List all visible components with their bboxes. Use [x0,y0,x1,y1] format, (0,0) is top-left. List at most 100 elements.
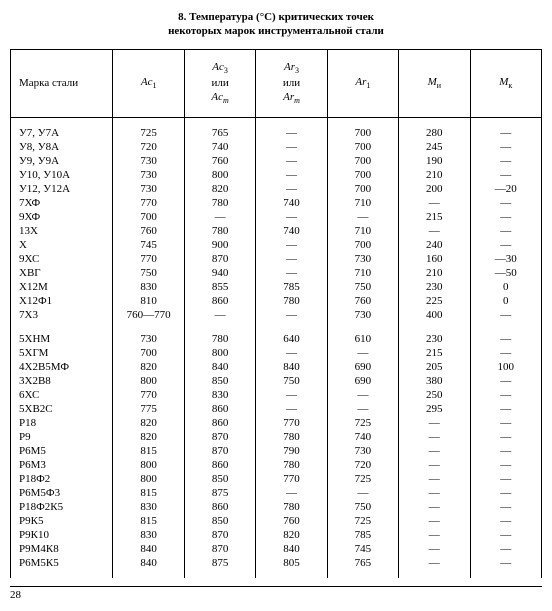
cell-ac1: 815 [113,444,184,458]
cell-mi: 245 [399,140,470,154]
cell-ac1: 720 [113,140,184,154]
cell-ar1: 765 [327,556,398,570]
cell-ar1: — [327,388,398,402]
table-row: Р6М5815870790730—— [11,444,542,458]
cell-mk: — [470,374,542,388]
cell-mi: 240 [399,238,470,252]
cell-ac1: 730 [113,182,184,196]
cell-ac3: 800 [184,346,255,360]
cell-mi: — [399,472,470,486]
cell-name: 9ХС [11,252,113,266]
table-row: У9, У9А730760—700190— [11,154,542,168]
cell-ar1: 725 [327,472,398,486]
cell-ac1: 730 [113,168,184,182]
table-row: Х745900—700240— [11,238,542,252]
cell-ac1: 800 [113,472,184,486]
cell-mk: — [470,486,542,500]
table-row: 5ХНМ730780640610230— [11,332,542,346]
cell-ac1: 745 [113,238,184,252]
cell-ac1: 840 [113,556,184,570]
table-row: Р6М5К5840875805765—— [11,556,542,570]
cell-mk: 0 [470,294,542,308]
cell-name: Р6М3 [11,458,113,472]
cell-ac1: 815 [113,514,184,528]
cell-name: 5ХНМ [11,332,113,346]
cell-mk: — [470,308,542,322]
cell-ac3: 830 [184,388,255,402]
cell-ac3: — [184,210,255,224]
cell-ac1: 775 [113,402,184,416]
cell-ar3: — [256,486,327,500]
cell-ac3: 765 [184,126,255,140]
cell-ar3: 820 [256,528,327,542]
cell-ac3: 870 [184,542,255,556]
cell-ar1: 690 [327,360,398,374]
cell-mk: — [470,154,542,168]
cell-ac1: 770 [113,388,184,402]
cell-ac3: 875 [184,556,255,570]
cell-mk: —20 [470,182,542,196]
cell-ar3: 790 [256,444,327,458]
cell-mi: 230 [399,280,470,294]
cell-ar3: 740 [256,196,327,210]
cell-name: 7ХФ [11,196,113,210]
cell-name: У10, У10А [11,168,113,182]
cell-ac1: 730 [113,332,184,346]
cell-ac3: 740 [184,140,255,154]
cell-name: 5ХГМ [11,346,113,360]
cell-ar1: 740 [327,430,398,444]
cell-mk: — [470,444,542,458]
cell-mi: — [399,416,470,430]
cell-mk: — [470,126,542,140]
cell-ac3: 875 [184,486,255,500]
cell-name: 7Х3 [11,308,113,322]
cell-ac1: 840 [113,542,184,556]
cell-ar1: — [327,402,398,416]
cell-ac1: 810 [113,294,184,308]
table-row: Х12Ф18108607807602250 [11,294,542,308]
header-ar1: Ar1 [327,49,398,117]
cell-ar3: — [256,238,327,252]
cell-ac1: 700 [113,346,184,360]
cell-ar1: 710 [327,196,398,210]
cell-mi: 380 [399,374,470,388]
cell-mk: —50 [470,266,542,280]
cell-ac3: 860 [184,402,255,416]
cell-name: Р18Ф2 [11,472,113,486]
cell-ar3: 840 [256,542,327,556]
cell-name: Р6М5 [11,444,113,458]
table-row: 6ХС770830——250— [11,388,542,402]
cell-mk: — [470,430,542,444]
cell-ac1: 820 [113,360,184,374]
cell-ac3: 860 [184,458,255,472]
cell-ac3: 860 [184,416,255,430]
cell-mi: — [399,430,470,444]
cell-ac3: 870 [184,528,255,542]
cell-ar3: 780 [256,294,327,308]
cell-ar1: 710 [327,266,398,280]
cell-ar1: 700 [327,126,398,140]
cell-ac1: 760—770 [113,308,184,322]
cell-mi: 400 [399,308,470,322]
table-row: У7, У7А725765—700280— [11,126,542,140]
table-row: 9ХС770870—730160—30 [11,252,542,266]
cell-name: 9ХФ [11,210,113,224]
cell-ar1: 700 [327,168,398,182]
cell-ac3: 870 [184,252,255,266]
table-body: У7, У7А725765—700280—У8, У8А720740—70024… [11,118,542,579]
cell-mk: — [470,238,542,252]
cell-ar1: 785 [327,528,398,542]
cell-mk: — [470,388,542,402]
header-mk: Mк [470,49,542,117]
table-row: Р9М4К8840870840745—— [11,542,542,556]
cell-name: У7, У7А [11,126,113,140]
cell-ac1: 830 [113,528,184,542]
cell-name: У12, У12А [11,182,113,196]
table-row: Р18Ф2К5830860780750—— [11,500,542,514]
cell-ar1: 730 [327,444,398,458]
cell-ar3: 760 [256,514,327,528]
cell-ac1: 830 [113,280,184,294]
cell-ac1: 730 [113,154,184,168]
cell-mi: — [399,528,470,542]
cell-ac3: 870 [184,430,255,444]
